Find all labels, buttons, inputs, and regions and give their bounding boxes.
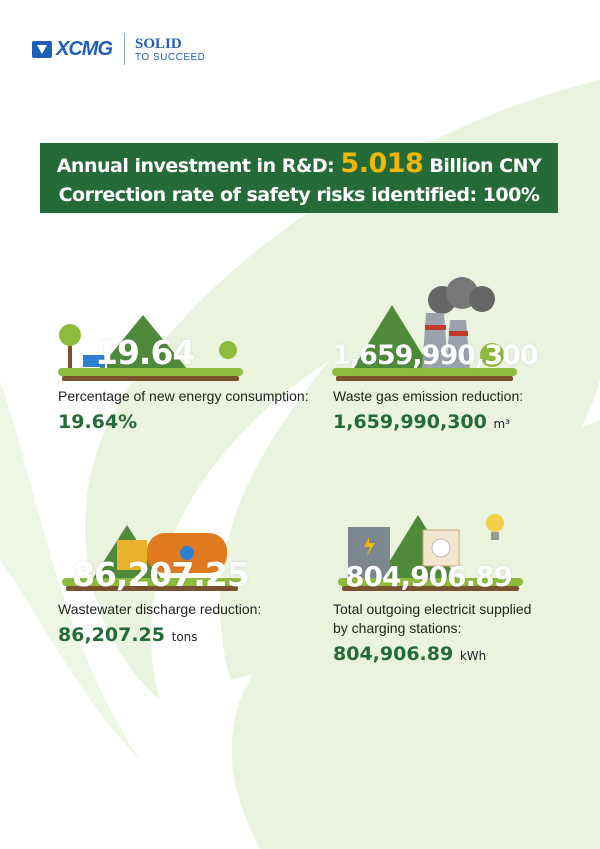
stat-big-number: 804,906.89 [345,560,513,593]
stat-unit: kWh [459,649,487,663]
stat-unit: m³ [493,417,510,431]
stat-block: Waste gas emission reduction: 1,659,990,… [333,387,593,436]
brand-name: XCMG [56,37,113,60]
tagline-succeed: TO SUCCEED [135,51,206,63]
charging-station-illustration [338,514,523,591]
stat-value-number: 804,906.89 [333,643,454,665]
stat-value: 86,207.25 tons [58,623,326,649]
stat-label: Wastewater discharge reduction: [58,601,262,617]
stat-label: Percentage of new energy consumption: [58,388,309,404]
waste-gas-illustration [332,277,517,381]
stat-big-number: 19.64 [95,333,195,372]
stat-block: Percentage of new energy consumption: 19… [58,387,326,434]
stat-value: 1,659,990,300 m³ [333,410,593,436]
stat-value-number: 86,207.25 [58,624,165,646]
stat-label: Waste gas emission reduction: [333,388,524,404]
tagline-solid: SOLID [135,35,182,52]
stat-value-number: 1,659,990,300 [333,411,487,433]
stat-block: Total outgoing electricit supplied by ch… [333,600,538,668]
stat-value-number: 19.64% [58,411,138,433]
xcmg-logo: XCMG SOLID TO SUCCEED [32,33,205,65]
xcmg-emblem-icon [32,40,52,58]
headline-banner: Annual investment in R&D: 5.018 Billion … [40,143,558,213]
new-energy-illustration [58,315,243,381]
stat-value: 804,906.89 kWh [333,642,538,668]
rd-unit: Billion CNY [423,155,542,177]
stat-big-number: 86,207.25 [72,555,250,594]
stat-unit: tons [171,630,198,644]
stat-value: 19.64% [58,410,326,434]
safety-rate: Correction rate of safety risks identifi… [58,184,540,206]
stat-label: Total outgoing electricit supplied by ch… [333,601,532,636]
wastewater-illustration [62,525,242,591]
rd-value: 5.018 [340,148,424,179]
rd-label: Annual investment in R&D: [56,155,341,177]
stat-block: Wastewater discharge reduction: 86,207.2… [58,600,326,649]
stat-big-number: 1,659,990,300 [332,340,539,371]
